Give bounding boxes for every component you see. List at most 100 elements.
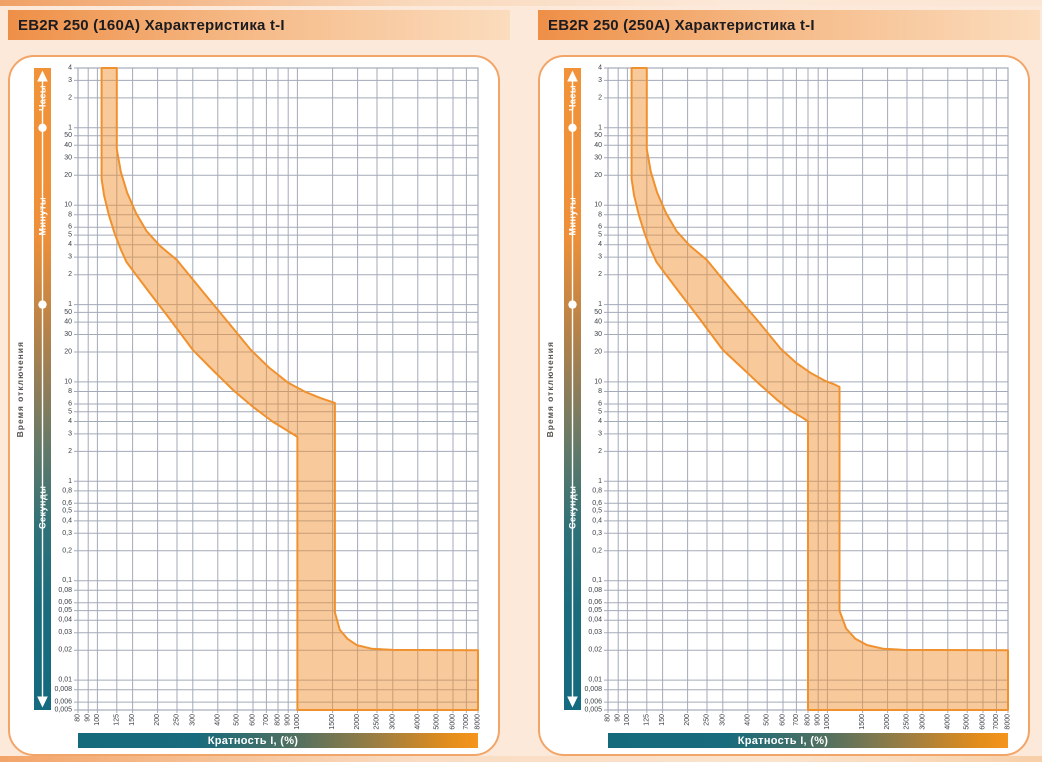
y-tick-label: 3 — [68, 254, 72, 261]
tick-labels: 80 90 100 125 150 200 250 300 400 500 600 700 800 900… — [54, 65, 481, 730]
time-unit-label: Секунды — [38, 486, 48, 529]
y-tick-label: 0,2 — [592, 547, 602, 554]
y-tick-label: 1 — [598, 124, 602, 131]
y-tick-label: 0,4 — [62, 517, 72, 524]
plot-border — [77, 67, 479, 711]
y-tick-label: 30 — [594, 331, 602, 338]
y-tick-label: 1 — [598, 301, 602, 308]
chart-card: 80 90 100 125 150 200 250 300 400 500 600 700 800 900… — [538, 55, 1030, 756]
y-tick-label: 3 — [68, 77, 72, 84]
x-tick-label: 600 — [250, 714, 257, 726]
y-tick-label: 8 — [598, 388, 602, 395]
time-unit-label: Секунды — [568, 486, 578, 529]
x-tick-label: 2000 — [354, 714, 361, 730]
time-unit-label: Часы — [38, 85, 48, 111]
y-tick-label: 10 — [64, 378, 72, 385]
y-tick-label: 1 — [598, 478, 602, 485]
y-tick-label: 0,06 — [588, 599, 602, 606]
time-axis-bar: Часы Минуты Секунды — [34, 68, 51, 710]
y-tick-label: 0,8 — [62, 487, 72, 494]
time-unit-label: Часы — [568, 85, 578, 111]
x-tick-label: 90 — [85, 714, 92, 722]
y-tick-label: 0,01 — [588, 677, 602, 684]
y-tick-label: 6 — [68, 224, 72, 231]
x-tick-label: 700 — [793, 714, 800, 726]
y-tick-label: 4 — [68, 65, 72, 72]
x-tick-label: 125 — [113, 714, 120, 726]
y-tick-label: 2 — [68, 448, 72, 455]
y-tick-label: 40 — [594, 142, 602, 149]
x-tick-label: 250 — [174, 714, 181, 726]
x-tick-label: 1000 — [294, 714, 301, 730]
x-tick-label: 400 — [744, 714, 751, 726]
x-tick-label: 100 — [624, 714, 631, 726]
y-tick-label: 30 — [594, 154, 602, 161]
page-top-border — [0, 0, 1042, 6]
trip-band-outline — [630, 67, 1009, 711]
y-tick-label: 0,04 — [58, 617, 72, 624]
y-tick-label: 50 — [64, 309, 72, 316]
minutes-seconds-divider-dot — [38, 300, 47, 309]
y-tick-label: 0,06 — [58, 599, 72, 606]
y-tick-label: 0,2 — [62, 547, 72, 554]
y-tick-label: 0,8 — [592, 487, 602, 494]
y-tick-label: 50 — [594, 132, 602, 139]
y-tick-label: 3 — [598, 77, 602, 84]
chart-panel-160a: EB2R 250 (160A) Характеристика t-I 80 90 1… — [8, 10, 512, 758]
x-tick-label: 8000 — [1005, 714, 1012, 730]
y-tick-label: 4 — [598, 418, 602, 425]
x-axis-title: Кратность I, (%) — [737, 734, 829, 747]
y-tick-label: 1 — [68, 301, 72, 308]
x-tick-label: 5000 — [964, 714, 971, 730]
y-tick-label: 0,1 — [62, 577, 72, 584]
x-tick-label: 5000 — [434, 714, 441, 730]
y-tick-label: 0,3 — [62, 530, 72, 537]
hours-minutes-divider-dot — [38, 123, 47, 132]
x-tick-label: 8000 — [475, 714, 482, 730]
chart-title: EB2R 250 (250A) Характеристика t-I — [548, 16, 815, 34]
y-tick-label: 20 — [594, 172, 602, 179]
y-tick-label: 0,03 — [58, 629, 72, 636]
trip-curve-chart: 80 90 100 125 150 200 250 300 400 500 600 700 800 900… — [34, 65, 482, 730]
y-tick-label: 0,6 — [62, 500, 72, 507]
arrow-up-icon — [567, 70, 578, 82]
minutes-seconds-divider-dot — [568, 300, 577, 309]
y-tick-label: 1 — [68, 124, 72, 131]
y-tick-label: 0,05 — [58, 607, 72, 614]
y-tick-label: 8 — [598, 211, 602, 218]
y-tick-label: 40 — [64, 142, 72, 149]
y-tick-label: 2 — [598, 94, 602, 101]
x-tick-label: 4000 — [414, 714, 421, 730]
y-tick-label: 10 — [594, 378, 602, 385]
x-tick-label: 300 — [719, 714, 726, 726]
x-tick-label: 7000 — [463, 714, 470, 730]
y-tick-label: 0,006 — [54, 699, 72, 706]
y-tick-label: 0,02 — [588, 647, 602, 654]
y-tick-label: 0,5 — [592, 508, 602, 515]
x-tick-label: 150 — [659, 714, 666, 726]
x-tick-label: 900 — [285, 714, 292, 726]
x-tick-label: 2500 — [904, 714, 911, 730]
trip-band — [101, 68, 478, 710]
chart-card: 80 90 100 125 150 200 250 300 400 500 600 700 800 900… — [8, 55, 500, 756]
y-axis-title-wrap: Время отключения — [542, 68, 558, 710]
chart-title-bar: EB2R 250 (250A) Характеристика t-I — [538, 10, 1040, 40]
y-tick-label: 3 — [598, 254, 602, 261]
y-tick-label: 8 — [68, 211, 72, 218]
y-tick-label: 0,3 — [592, 530, 602, 537]
y-tick-label: 2 — [68, 94, 72, 101]
y-tick-label: 0,5 — [62, 508, 72, 515]
y-tick-label: 10 — [594, 202, 602, 209]
x-tick-label: 3000 — [389, 714, 396, 730]
x-tick-label: 125 — [643, 714, 650, 726]
y-tick-label: 20 — [64, 172, 72, 179]
y-tick-label: 0,04 — [588, 617, 602, 624]
y-tick-label: 0,1 — [592, 577, 602, 584]
x-tick-label: 1500 — [859, 714, 866, 730]
page-bottom-border — [0, 756, 1042, 762]
x-tick-label: 600 — [780, 714, 787, 726]
y-tick-label: 30 — [64, 154, 72, 161]
y-tick-label: 0,03 — [588, 629, 602, 636]
x-tick-label: 80 — [75, 714, 82, 722]
y-tick-label: 6 — [598, 224, 602, 231]
